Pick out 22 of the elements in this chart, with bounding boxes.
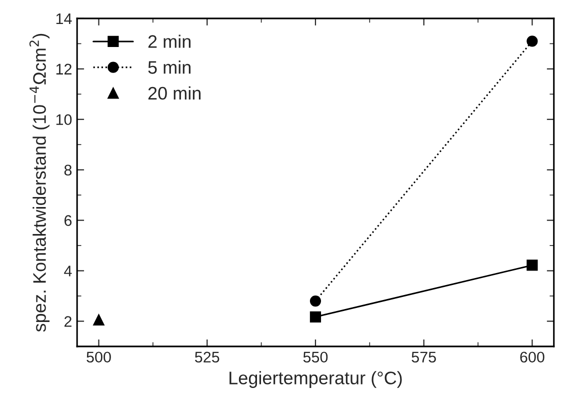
point bbox=[93, 314, 104, 326]
y-tick-label: 12 bbox=[56, 64, 72, 74]
x-tick-label: 575 bbox=[412, 352, 436, 363]
y-tick-label: 10 bbox=[56, 114, 72, 126]
x-tick-label: 550 bbox=[303, 352, 328, 363]
y-tick-label: 6 bbox=[64, 215, 72, 226]
legend-label: 20 min bbox=[148, 86, 201, 100]
x-axis-title: Legiertemperatur (°C) bbox=[230, 371, 402, 388]
point bbox=[526, 260, 538, 271]
x-tick-label: 500 bbox=[86, 352, 111, 363]
y-tick-label: 8 bbox=[64, 164, 72, 176]
x-tick-label: 600 bbox=[520, 352, 544, 363]
y-axis-title: spez. Kontaktwiderstand (10$^{−4}$Ωcm$^{2}$) bbox=[29, 34, 50, 332]
y-tick-label: 4 bbox=[64, 266, 72, 276]
y-tick-label: 2 bbox=[64, 316, 72, 327]
point bbox=[310, 295, 322, 307]
point bbox=[310, 311, 322, 322]
legend-label: 5 min bbox=[148, 60, 190, 74]
point bbox=[526, 36, 538, 47]
y-tick-label: 14 bbox=[56, 13, 72, 24]
x-tick-label: 525 bbox=[194, 352, 220, 363]
legend-label: 2 min bbox=[148, 34, 190, 48]
